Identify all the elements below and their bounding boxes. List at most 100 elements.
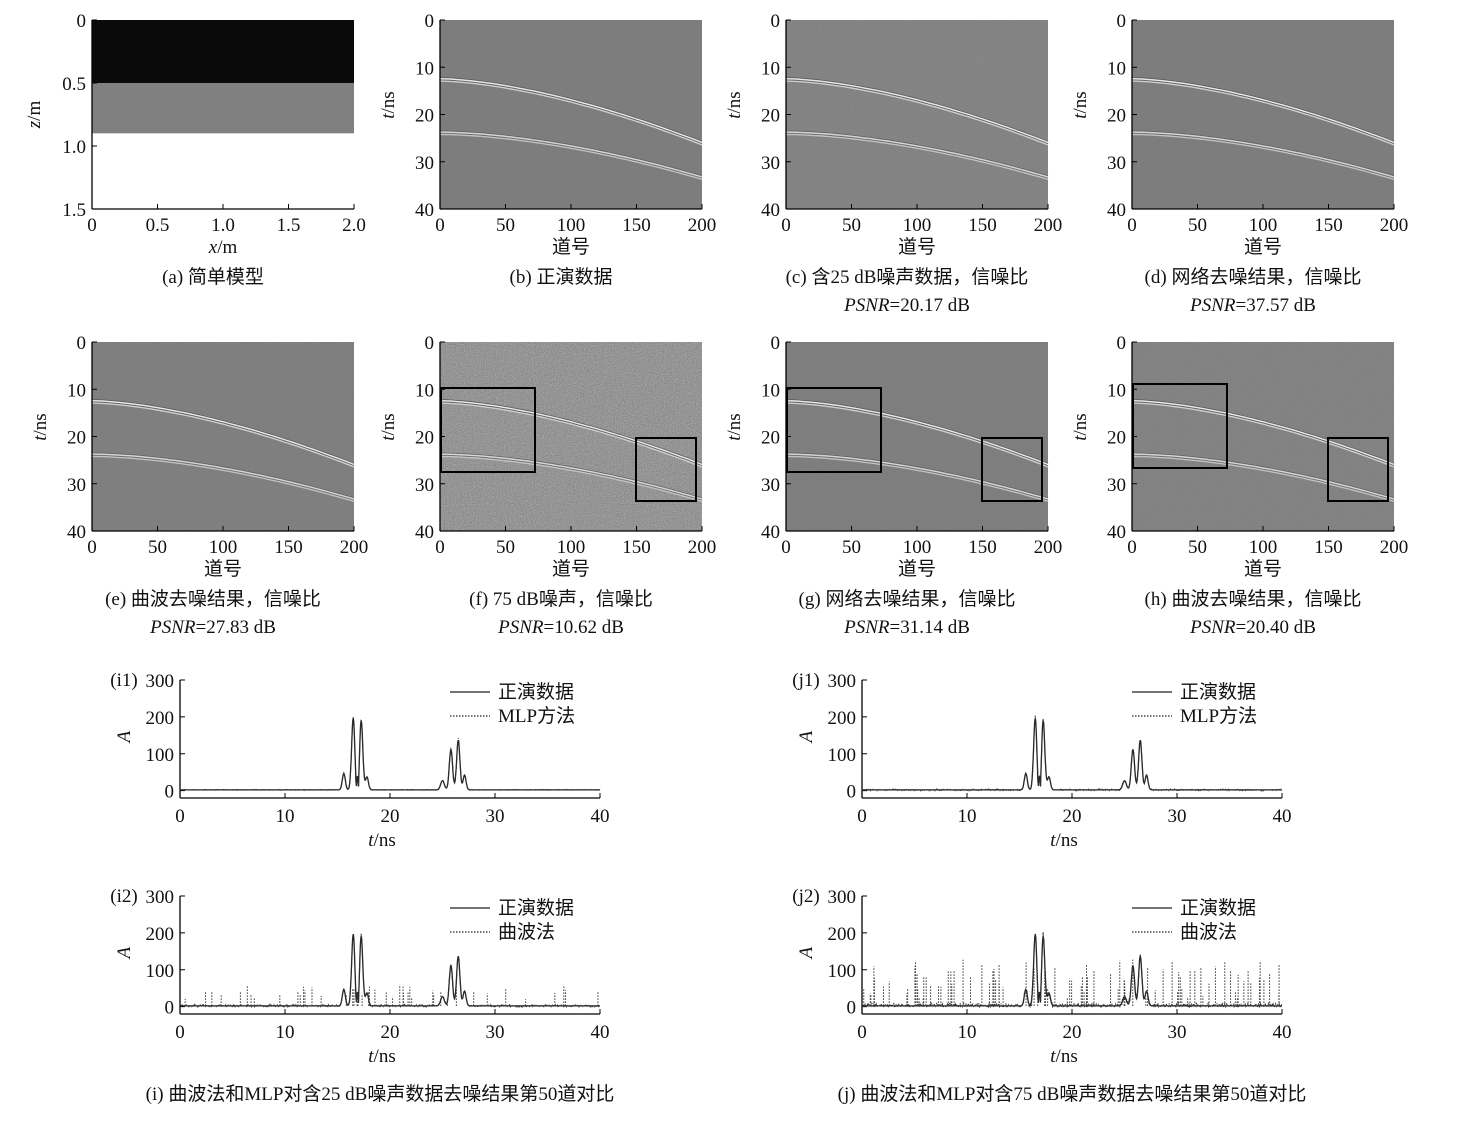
x-tick-label: 20	[1063, 1022, 1082, 1043]
y-axis-label: t/ns	[1070, 413, 1091, 440]
y-axis-label: t/ns	[724, 91, 745, 118]
x-tick-label: 100	[903, 537, 932, 558]
event-1-line-3	[786, 455, 1049, 502]
x-tick-label: 200	[1034, 537, 1063, 558]
x-tick-label: 200	[340, 537, 369, 558]
x-axis-label-unit: /ns	[374, 1046, 396, 1067]
x-tick-label: 0	[435, 215, 445, 236]
x-tick-label: 0	[87, 537, 97, 558]
y-tick-label: 30	[761, 475, 780, 496]
y-tick-label: 40	[1107, 522, 1126, 543]
x-tick-label: 150	[274, 537, 303, 558]
y-tick-label: 20	[1107, 428, 1126, 449]
zoom-box-right	[1327, 437, 1389, 502]
event-0-line-3	[785, 402, 1049, 468]
y-tick-label: 0	[165, 782, 175, 803]
y-tick-label: 200	[146, 924, 175, 945]
x-tick-label: 0	[781, 537, 791, 558]
event-0-line-2	[439, 401, 703, 467]
y-tick-label: 40	[67, 522, 86, 543]
psnr-caption: PSNR=31.14 dB	[843, 617, 970, 638]
x-tick-label: 30	[1168, 806, 1187, 827]
event-1-line-2	[786, 454, 1049, 502]
x-tick-label: 20	[1063, 806, 1082, 827]
x-tick-label: 50	[1188, 537, 1207, 558]
x-axis-label-var: t	[368, 1046, 374, 1067]
y-axis-label: A	[796, 946, 817, 960]
x-tick-label: 200	[688, 537, 717, 558]
y-axis-label-var: t	[1070, 113, 1091, 119]
noise-texture	[440, 342, 702, 531]
y-tick-label: 1.0	[62, 137, 86, 158]
zoom-box-left	[786, 387, 882, 473]
x-axis-label-var: t	[1050, 1046, 1056, 1067]
legend-label-0: 正演数据	[1180, 681, 1256, 703]
event-0-line-2	[91, 401, 355, 467]
psnr-value: =20.17 dB	[890, 295, 970, 316]
x-axis-label: t/ns	[368, 830, 395, 851]
event-0-line-2	[785, 79, 1049, 145]
y-tick-label: 100	[828, 745, 857, 766]
y-tick-label: 10	[761, 58, 780, 79]
y-tick-label: 0	[165, 998, 175, 1019]
psnr-value: =31.14 dB	[890, 617, 970, 638]
legend-label-0: 正演数据	[498, 897, 574, 919]
x-tick-label: 0	[1127, 537, 1137, 558]
y-tick-label: 30	[67, 475, 86, 496]
y-axis-label: z/m	[24, 101, 45, 130]
noise-texture	[786, 20, 1048, 209]
zoom-box-right	[981, 437, 1043, 502]
x-tick-label: 50	[496, 537, 515, 558]
y-tick-label: 100	[146, 745, 175, 766]
series-forward-data	[862, 717, 1282, 791]
panel-tag: (i2)	[110, 886, 137, 907]
x-tick-label: 30	[1168, 1022, 1187, 1043]
y-axis-label: A	[796, 730, 817, 744]
event-1-line-3	[1132, 455, 1395, 502]
y-axis-label-var: t	[724, 113, 745, 119]
y-axis-label: t/ns	[378, 413, 399, 440]
panel-e: 0 50 100 150 200 0 10 20 30 40 道号 t/ns (e) 曲波去噪结果，信噪…	[30, 333, 368, 638]
y-axis-label-var: t	[378, 113, 399, 119]
event-1-line-2	[786, 132, 1049, 180]
legend-label-1: 曲波法	[1180, 921, 1237, 943]
y-tick-label: 0	[771, 333, 781, 354]
y-tick-label: 0	[77, 333, 87, 354]
panel-c: 0 50 100 150 200 0 10 20 30 40 道号 t/ns (c) 含25 dB噪声数…	[724, 11, 1062, 316]
panel-d: 0 50 100 150 200 0 10 20 30 40 道号 t/ns (d) 网络去噪结果，信噪…	[1070, 11, 1408, 316]
event-1-line-3	[440, 133, 703, 180]
panel-caption: (c) 含25 dB噪声数据，信噪比	[786, 266, 1029, 288]
y-tick-label: 0	[1117, 333, 1127, 354]
event-1-line-1	[92, 453, 355, 501]
y-tick-label: 20	[761, 428, 780, 449]
psnr-caption: PSNR=10.62 dB	[497, 617, 624, 638]
series-denoised	[180, 933, 601, 1009]
noise-texture	[1132, 342, 1394, 531]
event-1-line-2	[440, 132, 703, 180]
x-tick-label: 150	[968, 215, 997, 236]
x-tick-label: 100	[1249, 537, 1278, 558]
panel-caption: (f) 75 dB噪声，信噪比	[469, 588, 653, 610]
model-layer-0	[92, 20, 354, 83]
x-tick-label: 50	[842, 537, 861, 558]
zoom-box-right	[635, 437, 697, 502]
x-axis-label-unit: /ns	[1056, 830, 1078, 851]
panel-tag: (j1)	[792, 670, 819, 691]
y-axis-label-unit: /ns	[378, 413, 399, 435]
y-tick-label: 100	[146, 961, 175, 982]
y-tick-label: 200	[828, 924, 857, 945]
series-forward-data	[862, 933, 1282, 1007]
x-tick-label: 40	[591, 1022, 610, 1043]
x-axis-label: x/m	[208, 237, 238, 258]
y-tick-label: 20	[761, 106, 780, 127]
x-axis-label-unit: /m	[217, 237, 237, 258]
x-axis-label: 道号	[898, 236, 936, 258]
event-0-line-2	[1131, 79, 1395, 145]
y-tick-label: 20	[67, 428, 86, 449]
y-tick-label: 30	[761, 153, 780, 174]
series-denoised	[861, 715, 1283, 793]
psnr-name: PSNR	[843, 617, 890, 638]
